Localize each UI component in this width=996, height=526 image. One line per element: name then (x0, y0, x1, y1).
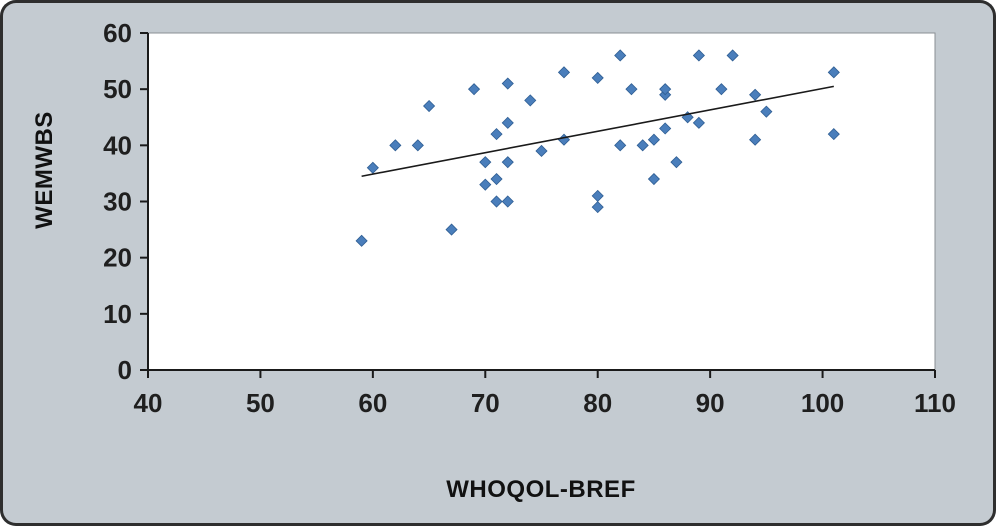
data-point (445, 223, 458, 236)
plot-area (147, 32, 936, 371)
data-point (614, 139, 627, 152)
data-point (726, 49, 739, 62)
x-tick-label: 110 (914, 388, 956, 418)
x-tick-label: 40 (134, 388, 163, 418)
data-point (659, 122, 672, 135)
data-point (647, 172, 660, 186)
data-point (591, 201, 604, 214)
y-tick-label: 60 (103, 18, 132, 48)
x-tick-label: 50 (246, 388, 275, 418)
data-point (647, 133, 660, 146)
data-point (490, 172, 503, 186)
data-point (591, 71, 604, 84)
y-axis-title: WEMWBS (31, 111, 58, 229)
data-point (692, 116, 705, 129)
data-point (355, 234, 368, 247)
data-point (479, 156, 492, 169)
data-point (411, 139, 424, 152)
data-point (501, 195, 514, 208)
data-point (389, 139, 402, 152)
y-tick-label: 0 (118, 355, 132, 385)
data-point (467, 83, 481, 96)
data-point (614, 49, 627, 62)
y-tick-label: 10 (103, 299, 132, 329)
data-point (535, 144, 548, 158)
x-tick-label: 100 (801, 388, 844, 418)
data-point (636, 139, 649, 152)
trendline (361, 85, 834, 178)
y-tick-label: 40 (103, 130, 132, 160)
x-tick-label: 80 (583, 388, 612, 418)
data-point (749, 88, 762, 101)
data-point (490, 128, 503, 141)
data-point (479, 178, 492, 191)
data-point (557, 66, 571, 79)
data-point (625, 83, 638, 96)
y-tick-label: 30 (103, 187, 132, 217)
data-point (715, 83, 728, 96)
x-tick-label: 60 (358, 388, 387, 418)
data-point (591, 189, 604, 202)
x-tick-label: 70 (471, 388, 500, 418)
data-point (670, 156, 683, 169)
data-point (760, 105, 773, 118)
data-point (524, 94, 537, 107)
x-tick-label: 90 (696, 388, 725, 418)
data-point (490, 195, 503, 208)
data-point (692, 49, 705, 62)
data-point (501, 77, 514, 90)
data-point (501, 156, 514, 169)
y-tick-label: 20 (103, 243, 132, 273)
data-point (827, 66, 840, 79)
data-point (659, 83, 672, 96)
x-axis-title: WHOQOL-BREF (446, 476, 635, 503)
data-point (501, 116, 514, 129)
data-point (749, 133, 762, 146)
data-point (423, 99, 436, 113)
plot-layer: 40 50 60 70 80 90 100 110 0 10 20 30 40 50 60 (103, 18, 956, 418)
y-tick-label: 50 (103, 74, 132, 104)
data-point (827, 128, 840, 141)
